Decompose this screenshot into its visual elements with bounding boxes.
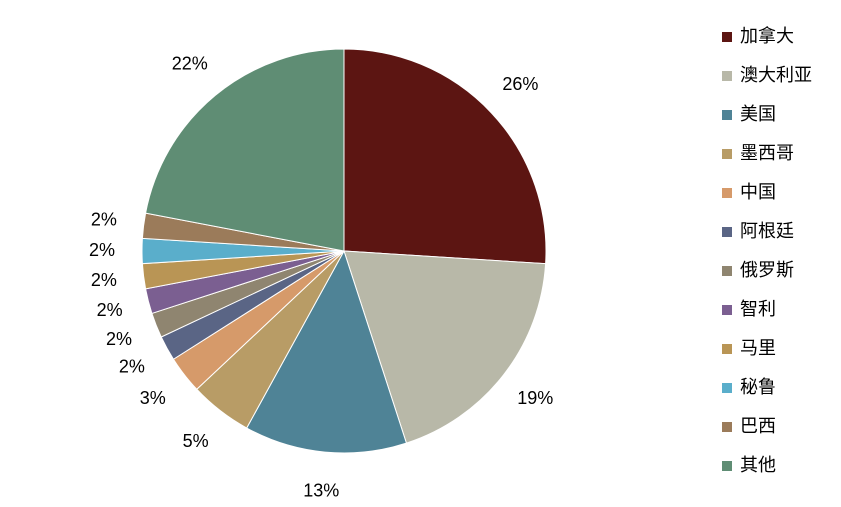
legend-label: 智利 — [740, 299, 776, 319]
pie-slice — [343, 48, 547, 265]
data-label: 19% — [517, 388, 553, 408]
data-label: 26% — [502, 74, 538, 94]
data-label: 22% — [172, 53, 208, 73]
legend-swatch — [722, 305, 732, 315]
legend-label: 阿根廷 — [740, 221, 794, 241]
data-label: 2% — [91, 270, 117, 290]
legend-label: 澳大利亚 — [740, 65, 812, 85]
legend-label: 俄罗斯 — [740, 260, 794, 280]
legend-swatch — [722, 422, 732, 432]
pie-slice — [343, 250, 547, 444]
data-label: 2% — [91, 209, 117, 229]
legend-label: 马里 — [740, 338, 776, 358]
legend-swatch — [722, 461, 732, 471]
legend-label: 秘鲁 — [740, 377, 776, 397]
legend-swatch — [722, 188, 732, 198]
legend-swatch — [722, 227, 732, 237]
legend-swatch — [722, 149, 732, 159]
legend-swatch — [722, 344, 732, 354]
data-label: 2% — [89, 240, 115, 260]
data-label: 2% — [119, 356, 145, 376]
legend-swatch — [722, 110, 732, 120]
data-label: 2% — [106, 329, 132, 349]
legend-label: 墨西哥 — [740, 143, 794, 163]
legend-label: 中国 — [740, 182, 776, 202]
legend-label: 美国 — [740, 104, 776, 124]
legend-label: 巴西 — [740, 416, 776, 436]
data-label: 2% — [97, 300, 123, 320]
legend-label: 加拿大 — [740, 25, 794, 46]
legend-swatch — [722, 32, 732, 42]
pie-slice — [246, 249, 408, 454]
data-label: 3% — [140, 388, 166, 408]
pie-slice — [144, 48, 345, 252]
data-label: 13% — [303, 481, 339, 501]
legend-swatch — [722, 383, 732, 393]
legend-swatch — [722, 71, 732, 81]
data-label: 5% — [183, 431, 209, 451]
legend-swatch — [722, 266, 732, 276]
legend-label: 其他 — [740, 455, 776, 475]
